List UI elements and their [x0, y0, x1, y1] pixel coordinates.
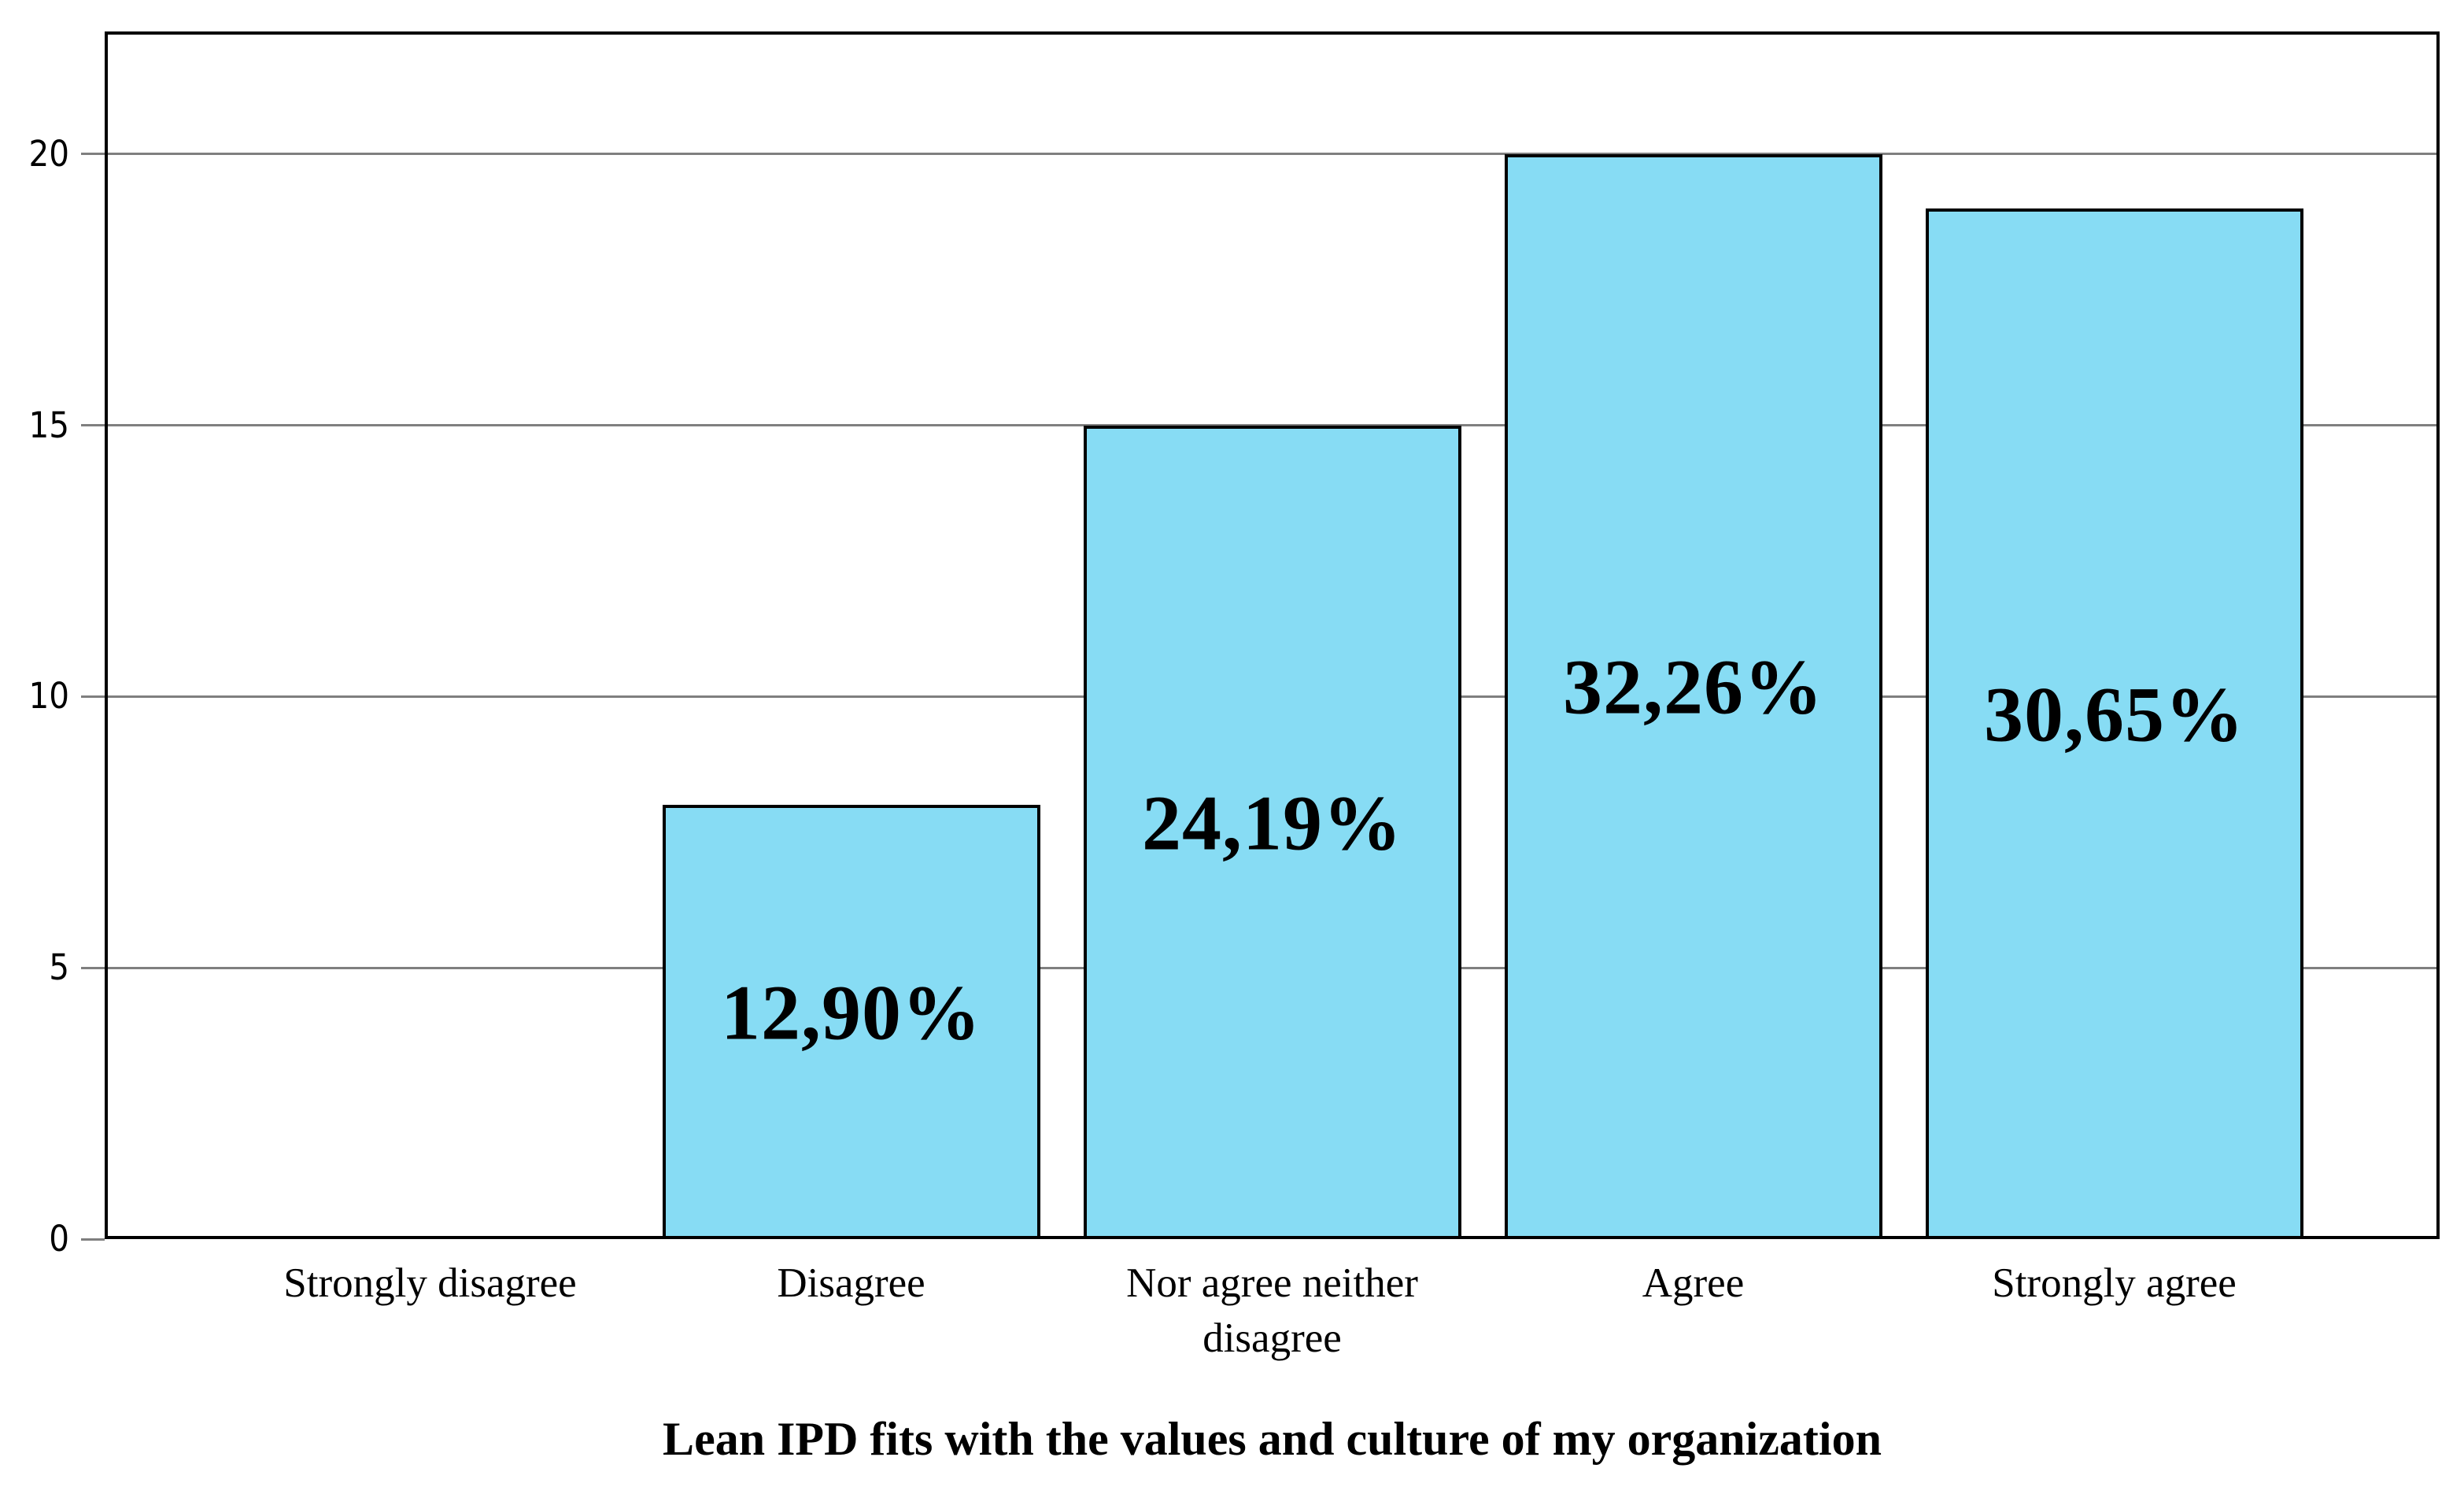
bar-value-label: 32,26%	[1563, 643, 1823, 731]
y-tick-mark-20	[81, 153, 105, 156]
chart-title: Lean IPD fits with the values and cultur…	[663, 1413, 1882, 1465]
x-category-label: Disagree	[777, 1260, 925, 1306]
bar-agree	[1504, 153, 1882, 1239]
x-category-label: Strongly disagree	[283, 1260, 577, 1306]
gridline-15	[105, 424, 2440, 427]
bar-disagree	[662, 805, 1040, 1239]
bar-value-label: 24,19%	[1142, 779, 1402, 867]
bar-value-label: 30,65%	[1984, 670, 2244, 758]
y-tick-label-0: 0	[49, 1218, 69, 1260]
y-tick-mark-5	[81, 966, 105, 969]
y-tick-label-15: 15	[28, 404, 69, 446]
bar-nor-agree-neither-disagree	[1083, 425, 1461, 1239]
bar-value-label: 12,90%	[721, 968, 981, 1057]
x-category-label: Strongly agree	[1992, 1260, 2237, 1306]
y-tick-mark-0	[81, 1238, 105, 1241]
bar-strongly-agree	[1925, 208, 2303, 1239]
plot-area: 12,90% 24,19% 32,26% 30,65%	[105, 31, 2440, 1239]
y-tick-label-10: 10	[28, 675, 69, 717]
x-category-label: Agree	[1642, 1260, 1745, 1306]
gridline-20	[105, 153, 2440, 156]
y-tick-label-5: 5	[49, 946, 69, 989]
x-category-label: Nor agree neither disagree	[1126, 1260, 1418, 1361]
y-tick-mark-15	[81, 424, 105, 427]
y-tick-mark-10	[81, 695, 105, 698]
y-tick-label-20: 20	[28, 132, 69, 175]
